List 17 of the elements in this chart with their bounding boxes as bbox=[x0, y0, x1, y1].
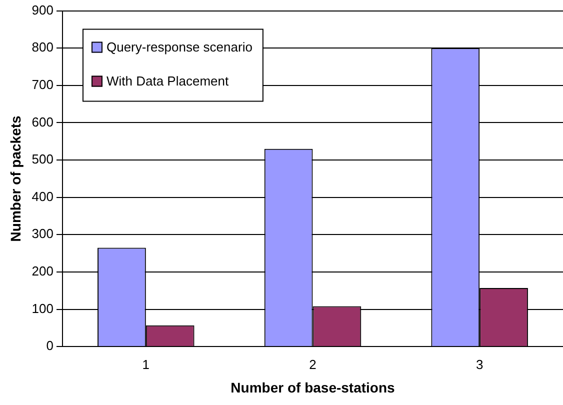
y-tick-label: 100 bbox=[32, 300, 54, 316]
y-tick-label: 500 bbox=[32, 152, 54, 167]
y-tick-label: 0 bbox=[46, 338, 54, 354]
legend-label: With Data Placement bbox=[106, 73, 229, 88]
y-tick-label: 200 bbox=[32, 264, 54, 279]
x-tick-label: 3 bbox=[476, 356, 484, 372]
legend-label: Query-response scenario bbox=[106, 39, 252, 54]
y-axis-title: Number of packets bbox=[7, 115, 24, 242]
x-axis-title: Number of base-stations bbox=[230, 379, 396, 396]
y-tick-label: 900 bbox=[32, 2, 54, 18]
y-tick-label: 600 bbox=[32, 114, 54, 130]
x-tick-label: 1 bbox=[142, 356, 150, 372]
y-tick-label: 800 bbox=[32, 40, 54, 55]
x-tick-label: 2 bbox=[309, 356, 316, 372]
y-tick-label: 400 bbox=[32, 188, 54, 204]
y-tick-label: 300 bbox=[32, 226, 54, 242]
y-tick-label: 700 bbox=[32, 77, 54, 92]
